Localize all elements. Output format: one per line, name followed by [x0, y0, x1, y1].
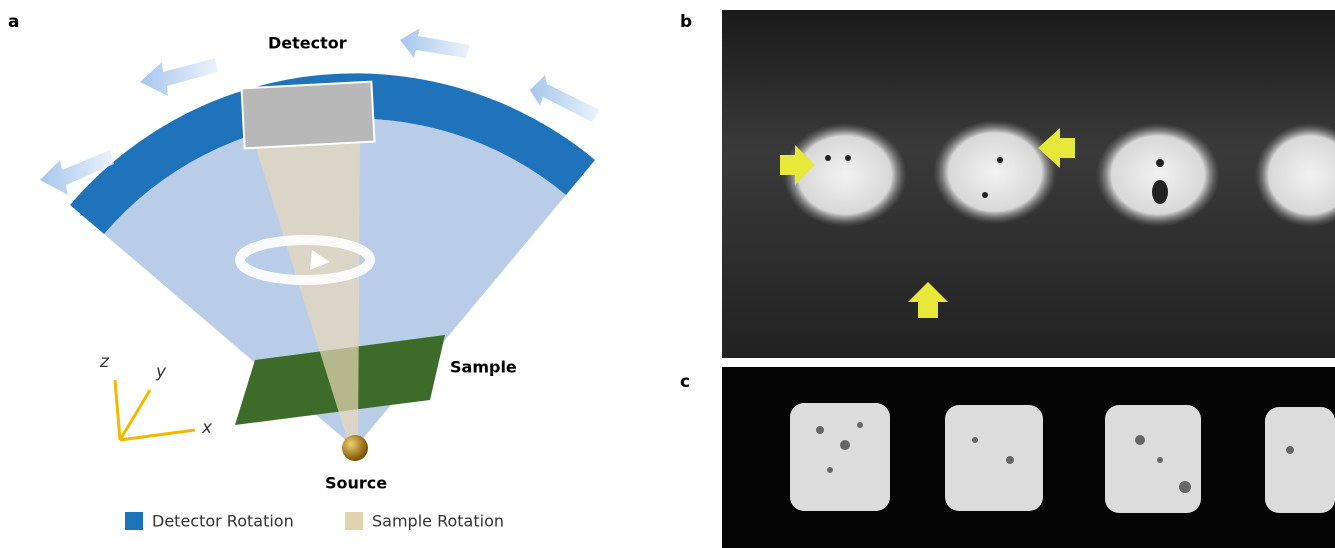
panel-label: c	[680, 372, 690, 392]
axis-label: z	[99, 352, 110, 372]
legend-entry: Sample Rotation	[372, 512, 504, 531]
axis-label: x	[201, 418, 213, 438]
panel-a: a Detector Sample Source z y x Detector …	[8, 12, 600, 531]
legend-swatch	[125, 512, 143, 530]
axis-label: y	[155, 362, 167, 382]
legend-swatch	[345, 512, 363, 530]
panel-b: b	[680, 10, 1335, 358]
legend-entry: Detector Rotation	[152, 512, 294, 531]
source	[342, 435, 368, 461]
panel-label: a	[8, 12, 19, 32]
axes-glyph	[115, 380, 195, 440]
panel-label: b	[680, 12, 692, 32]
panel-c: c	[680, 367, 1335, 548]
page: a Detector Sample Source z y x Detector …	[0, 0, 1335, 548]
label: Detector	[268, 34, 347, 53]
figure: a Detector Sample Source z y x Detector …	[0, 0, 1335, 548]
detector	[242, 82, 375, 149]
label: Sample	[450, 358, 517, 377]
label: Source	[325, 474, 387, 493]
